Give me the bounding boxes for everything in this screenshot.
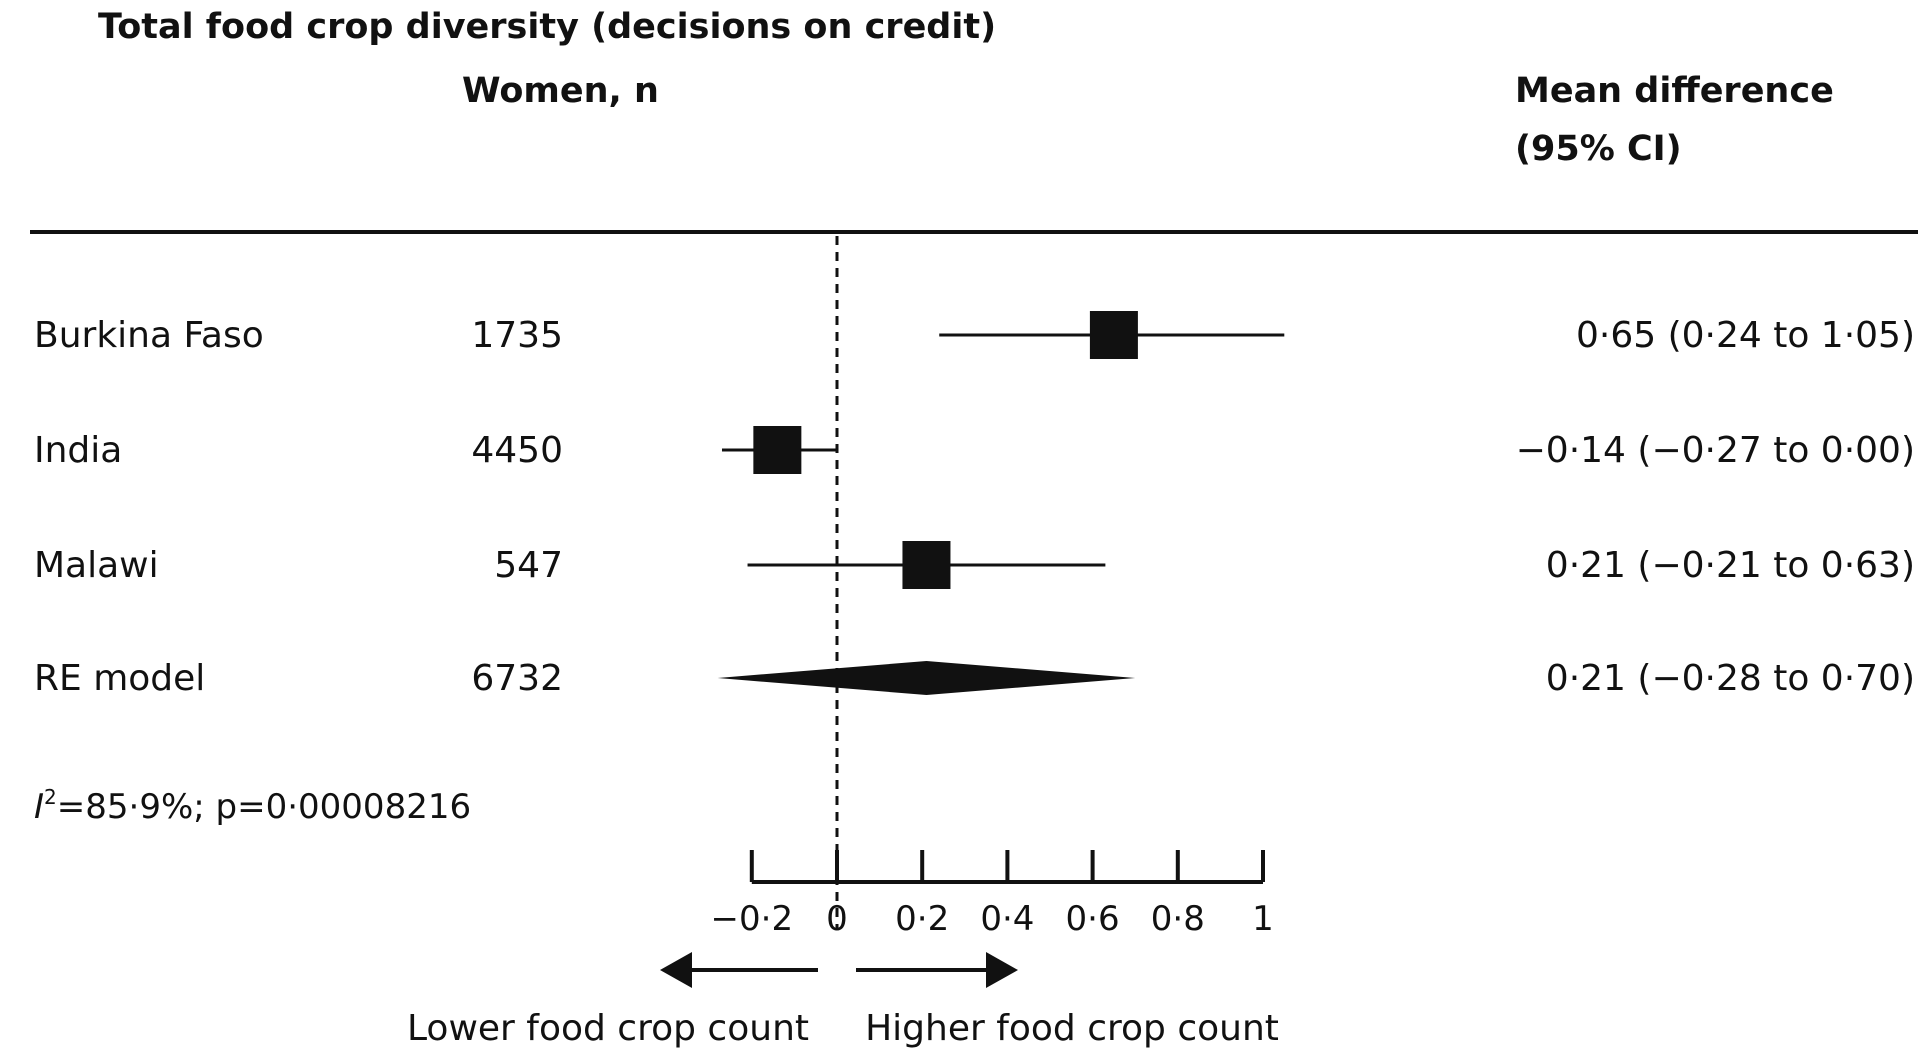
heterogeneity-stat: I2=85·9%; p=0·00008216 — [34, 785, 471, 827]
left-arrow-label: Lower food crop count — [407, 1008, 809, 1049]
row-label-re-model: RE model — [34, 658, 205, 699]
heterogeneity-text: =85·9%; p=0·00008216 — [57, 787, 471, 827]
row-n-malawi: 547 — [494, 545, 563, 586]
right-arrow-label: Higher food crop count — [865, 1008, 1279, 1049]
estimate-square-malawi — [902, 541, 951, 589]
x-tick-label: 0 — [826, 899, 848, 939]
row-label-malawi: Malawi — [34, 545, 159, 586]
row-label-india: India — [34, 430, 122, 471]
x-tick-label: 0·4 — [980, 899, 1034, 939]
row-ci-text-malawi: 0·21 (−0·21 to 0·63) — [1546, 545, 1915, 586]
summary-diamond — [717, 661, 1136, 695]
study-rows: Burkina Faso 1735 0·65 (0·24 to 1·05) India… — [34, 311, 1915, 699]
i-squared-superscript: 2 — [44, 785, 57, 809]
i-squared-symbol: I — [34, 787, 44, 827]
n-column-header: Women, n — [462, 71, 659, 111]
left-arrowhead — [660, 952, 692, 988]
chart-title: Total food crop diversity (decisions on … — [98, 7, 996, 47]
ci-column-header-line2: (95% CI) — [1515, 129, 1682, 169]
x-tick-label: 1 — [1252, 899, 1274, 939]
row-ci-text-burkina-faso: 0·65 (0·24 to 1·05) — [1576, 315, 1915, 356]
row-label-burkina-faso: Burkina Faso — [34, 315, 264, 356]
row-ci-text-re-model: 0·21 (−0·28 to 0·70) — [1546, 658, 1915, 699]
estimate-square-india — [753, 426, 802, 474]
row-n-burkina-faso: 1735 — [471, 315, 563, 356]
row-n-india: 4450 — [471, 430, 563, 471]
ci-column-header-line1: Mean difference — [1515, 71, 1834, 111]
row-ci-text-india: −0·14 (−0·27 to 0·00) — [1516, 430, 1915, 471]
row-n-re-model: 6732 — [471, 658, 563, 699]
x-tick-label: −0·2 — [711, 899, 794, 939]
x-tick-label: 0·8 — [1151, 899, 1205, 939]
right-arrowhead — [986, 952, 1018, 988]
x-axis: −0·2 0 0·2 0·4 0·6 0·8 1 — [711, 850, 1274, 939]
x-tick-label: 0·6 — [1066, 899, 1120, 939]
estimate-square-burkina-faso — [1089, 311, 1138, 359]
x-tick-label: 0·2 — [895, 899, 949, 939]
